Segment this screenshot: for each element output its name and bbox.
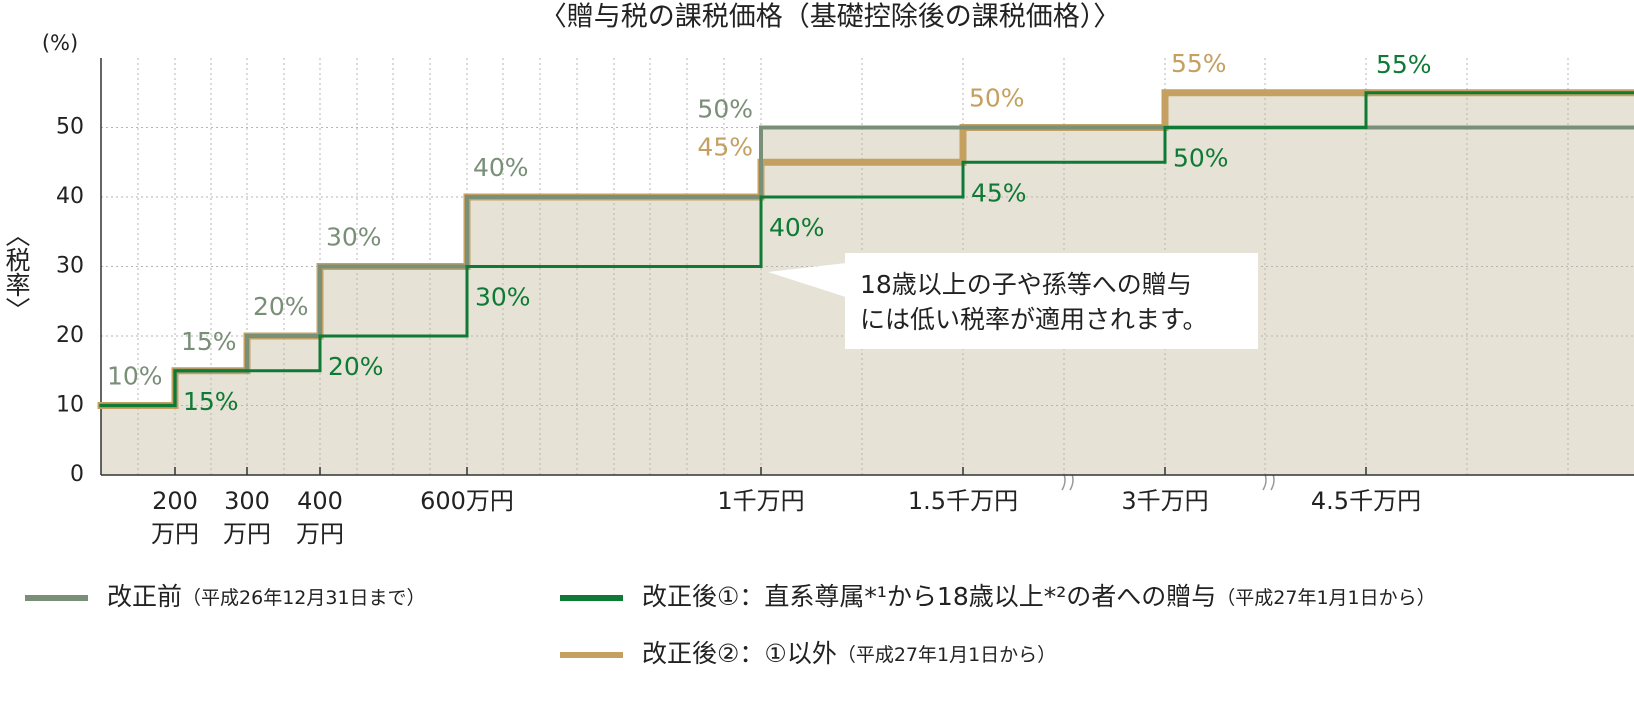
- x-tick-label: 3千万円: [1121, 487, 1208, 515]
- y-tick-label: 20: [56, 323, 84, 348]
- callout-box: [845, 253, 1258, 349]
- x-tick-label: 1千万円: [717, 487, 804, 515]
- legend-name: 改正後①：直系尊属*¹から18歳以上*²の者への贈与: [642, 582, 1216, 611]
- value-label: 50%: [969, 84, 1025, 113]
- x-tick-label: 万円: [223, 520, 271, 548]
- legend-label: 改正後①：直系尊属*¹から18歳以上*²の者への贈与（平成27年1月1日から）: [642, 582, 1436, 611]
- value-label: 30%: [475, 283, 531, 312]
- value-label: 50%: [1173, 144, 1229, 173]
- value-label: 10%: [107, 362, 163, 391]
- value-label: 40%: [473, 153, 529, 182]
- x-tick-label: 200: [152, 487, 198, 515]
- series: [99, 91, 1634, 407]
- y-unit: (%): [42, 31, 78, 55]
- legend-period: （平成27年1月1日から）: [1216, 587, 1435, 609]
- value-label: 55%: [1171, 49, 1227, 78]
- callout-text: には低い税率が適用されます。: [860, 305, 1208, 334]
- value-label: 45%: [971, 178, 1027, 207]
- value-label: 20%: [253, 292, 309, 321]
- legend-name: 改正後②：①以外: [642, 639, 837, 668]
- x-tick-label: 300: [224, 487, 270, 515]
- y-tick-label: 50: [56, 115, 84, 140]
- x-tick-label: 400: [297, 487, 343, 515]
- chart-title: 〈贈与税の課税価格（基礎控除後の課税価格）〉: [540, 2, 1121, 33]
- value-label: 50%: [697, 95, 753, 124]
- legend-label: 改正後②：①以外（平成27年1月1日から）: [642, 639, 1056, 668]
- y-tick-label: 10: [56, 393, 84, 418]
- callout-text: 18歳以上の子や孫等への贈与: [860, 270, 1192, 299]
- value-label: 15%: [183, 387, 239, 416]
- x-tick-label: 4.5千万円: [1311, 487, 1421, 515]
- legend-period: （平成27年1月1日から）: [837, 644, 1056, 666]
- value-label: 40%: [769, 213, 825, 242]
- x-tick-label: 1.5千万円: [908, 487, 1018, 515]
- y-tick-label: 0: [70, 462, 84, 487]
- value-label: 30%: [326, 223, 382, 252]
- y-tick-label: 30: [56, 254, 84, 279]
- value-label: 20%: [328, 352, 384, 381]
- value-label: 45%: [697, 132, 753, 161]
- y-axis-label: 〈税率〉: [2, 222, 31, 322]
- x-tick-label: 600万円: [420, 487, 514, 515]
- legend-name: 改正前: [107, 582, 182, 611]
- value-label: 55%: [1376, 50, 1432, 79]
- value-label: 15%: [181, 327, 237, 356]
- legend-period: （平成26年12月31日まで）: [182, 587, 426, 609]
- callout-pointer: [768, 262, 855, 300]
- y-tick-label: 40: [56, 184, 84, 209]
- x-tick-label: 万円: [296, 520, 344, 548]
- x-tick-label: 万円: [151, 520, 199, 548]
- legend-label: 改正前（平成26年12月31日まで）: [107, 582, 426, 611]
